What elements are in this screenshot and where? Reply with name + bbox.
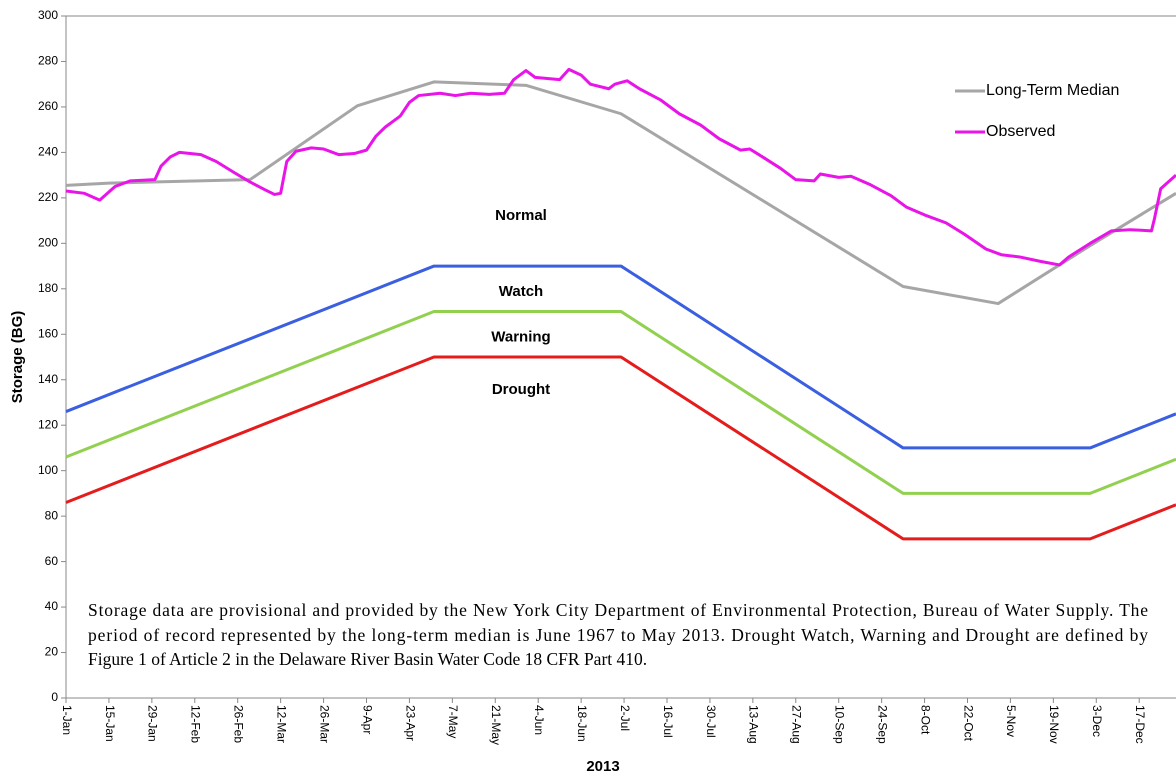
x-axis-label: 2013 [586, 758, 619, 775]
x-tick-label: 21-May [489, 705, 503, 745]
y-tick-label: 100 [38, 463, 58, 477]
x-tick-label: 10-Sep [833, 705, 847, 744]
y-tick-label: 80 [45, 508, 59, 522]
y-tick-label: 0 [51, 690, 58, 704]
y-tick-label: 40 [45, 599, 59, 613]
x-tick-label: 8-Oct [918, 705, 932, 735]
x-tick-label: 29-Jan [146, 705, 160, 742]
y-tick-label: 220 [38, 190, 58, 204]
x-tick-label: 5-Nov [1004, 705, 1018, 737]
note-line: period of record represented by the long… [88, 625, 1148, 645]
x-tick-label: 3-Dec [1090, 705, 1104, 737]
y-tick-label: 60 [45, 554, 59, 568]
series-line [65, 310, 1176, 495]
x-tick-label: 15-Jan [103, 705, 117, 742]
x-tick-label: 12-Feb [189, 705, 203, 743]
x-tick-label: 2-Jul [618, 705, 632, 731]
x-tick-label: 26-Mar [317, 705, 331, 743]
x-tick-label: 27-Aug [790, 705, 804, 744]
y-tick-label: 20 [45, 645, 59, 659]
series-line [65, 355, 1176, 541]
x-tick-label: 23-Apr [403, 705, 417, 741]
x-tick-label: 30-Jul [704, 705, 718, 738]
y-tick-label: 200 [38, 236, 58, 250]
zone-label: Watch [499, 283, 543, 300]
x-tick-label: 26-Feb [232, 705, 246, 743]
y-tick-label: 120 [38, 417, 58, 431]
note-line: Storage data are provisional and provide… [88, 600, 1148, 620]
zone-label: Drought [492, 381, 550, 398]
y-tick-label: 160 [38, 326, 58, 340]
legend-label: Long-Term Median [986, 82, 1119, 99]
y-tick-label: 240 [38, 145, 58, 159]
x-tick-label: 17-Dec [1133, 705, 1147, 744]
x-tick-label: 7-May [446, 705, 460, 738]
series-line [65, 67, 1176, 267]
y-axis-label: Storage (BG) [9, 311, 26, 404]
x-tick-label: 19-Nov [1047, 705, 1061, 744]
y-tick-label: 140 [38, 372, 58, 386]
x-tick-label: 24-Sep [875, 705, 889, 744]
x-tick-label: 16-Jul [661, 705, 675, 738]
x-tick-label: 4-Jun [532, 705, 546, 735]
x-tick-label: 13-Aug [747, 705, 761, 744]
y-tick-label: 300 [38, 8, 58, 22]
y-tick-label: 260 [38, 99, 58, 113]
x-tick-label: 1-Jan [60, 705, 74, 735]
legend-label: Observed [986, 123, 1055, 140]
series-line [65, 80, 1176, 306]
annotation: Normal [495, 207, 547, 224]
x-tick-label: 18-Jun [575, 705, 589, 742]
y-tick-label: 180 [38, 281, 58, 295]
series-line [65, 264, 1176, 450]
note-line: Figure 1 of Article 2 in the Delaware Ri… [88, 649, 647, 669]
x-tick-label: 22-Oct [961, 705, 975, 742]
y-tick-label: 280 [38, 54, 58, 68]
x-tick-label: 12-Mar [274, 705, 288, 743]
x-tick-label: 9-Apr [360, 705, 374, 734]
zone-label: Warning [491, 329, 550, 346]
